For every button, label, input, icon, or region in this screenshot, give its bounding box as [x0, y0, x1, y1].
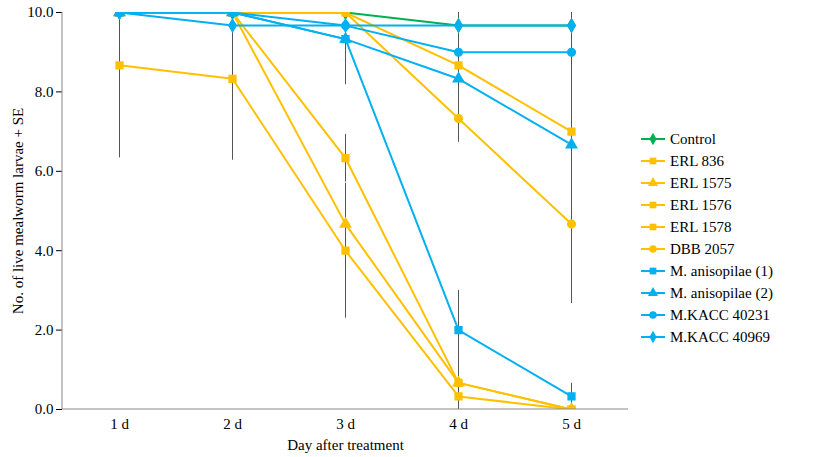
html-text:ERL 1576: ERL 1576 [670, 196, 732, 213]
html-text:M.KACC 40969: M.KACC 40969 [670, 328, 770, 345]
svg-text:5 d: 5 d [562, 416, 581, 432]
html-text:ERL 1578: ERL 1578 [670, 218, 732, 235]
svg-text:0.0: 0.0 [35, 401, 54, 417]
svg-text:Day after treatment: Day after treatment [287, 437, 404, 453]
svg-text:4 d: 4 d [449, 416, 468, 432]
html-text:M. anisopilae (1): M. anisopilae (1) [670, 262, 773, 279]
svg-text:4.0: 4.0 [35, 243, 54, 259]
svg-text:8.0: 8.0 [35, 84, 54, 100]
svg-text:2 d: 2 d [223, 416, 242, 432]
svg-text:3 d: 3 d [336, 416, 355, 432]
svg-text:1 d: 1 d [110, 416, 129, 432]
html-text:M.KACC 40231: M.KACC 40231 [670, 306, 770, 323]
svg-text:6.0: 6.0 [35, 163, 54, 179]
html-text:M. anisopilae (2): M. anisopilae (2) [670, 284, 773, 301]
html-text:ERL 836: ERL 836 [670, 152, 724, 169]
html-text:Control: Control [670, 130, 716, 147]
svg-text:No. of live mealworm larvae +: No. of live mealworm larvae + SE [10, 108, 26, 314]
html-text:ERL 1575: ERL 1575 [670, 174, 732, 191]
svg-text:2.0: 2.0 [35, 322, 54, 338]
svg-text:10.0: 10.0 [27, 4, 53, 20]
html-text:DBB 2057: DBB 2057 [670, 240, 735, 257]
